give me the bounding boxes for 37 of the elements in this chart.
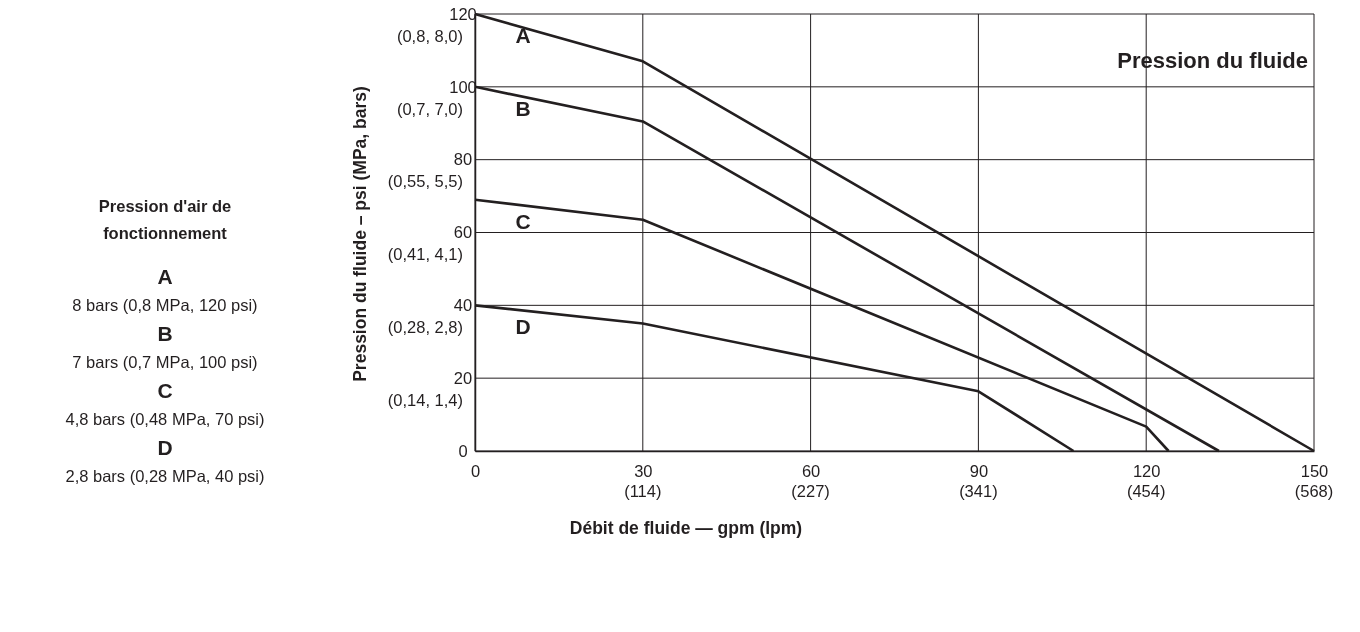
text: (0,7, 7,0)	[396, 99, 463, 118]
x-tick-label: 60	[801, 461, 821, 480]
series-label: A	[515, 24, 531, 47]
text: B	[157, 322, 173, 345]
text: 4,8 bars (0,48 MPa, 70 psi)	[65, 410, 265, 428]
y-tick-label: 80	[453, 150, 473, 169]
y-tick-label: 20	[453, 368, 473, 387]
text: C	[157, 379, 173, 402]
text: (0,41, 4,1)	[387, 245, 463, 264]
series-label: D	[515, 315, 531, 339]
x-tick-label: 30	[634, 461, 653, 480]
x-tick-label: 150	[1300, 461, 1329, 480]
x-axis-title: Débit de fluide — gpm (lpm)	[569, 518, 803, 538]
legend-title: Pression d'air de fonctionnement	[98, 197, 232, 242]
text: 7 bars (0,7 MPa, 100 psi)	[72, 353, 258, 371]
y-tick-label: 60	[453, 223, 473, 242]
series-label: C	[515, 209, 531, 233]
x-tick-label: 120	[1132, 461, 1161, 480]
text: (341)	[959, 481, 998, 500]
y-axis-title: Pression du fluide – psi (MPa, bars)	[350, 86, 370, 382]
text: (227)	[791, 481, 830, 500]
y-tick-label: 0	[458, 441, 468, 460]
x-tick-label: 90	[969, 461, 989, 480]
text: D	[157, 436, 173, 459]
text: (454)	[1126, 481, 1166, 500]
text: (0,14, 1,4)	[387, 390, 463, 409]
text: (568)	[1294, 481, 1334, 500]
text: (114)	[624, 481, 662, 500]
text: (0,8, 8,0)	[396, 26, 463, 45]
text: (0,55, 5,5)	[387, 172, 463, 191]
text: (0,28, 2,8)	[387, 318, 463, 337]
y-tick-label: 40	[453, 296, 473, 315]
text: A	[157, 265, 173, 288]
series-label: B	[515, 96, 531, 120]
text: 2,8 bars (0,28 MPa, 40 psi)	[65, 467, 265, 485]
text: 8 bars (0,8 MPa, 120 psi)	[72, 296, 258, 314]
y-tick-label: 120	[449, 4, 477, 23]
